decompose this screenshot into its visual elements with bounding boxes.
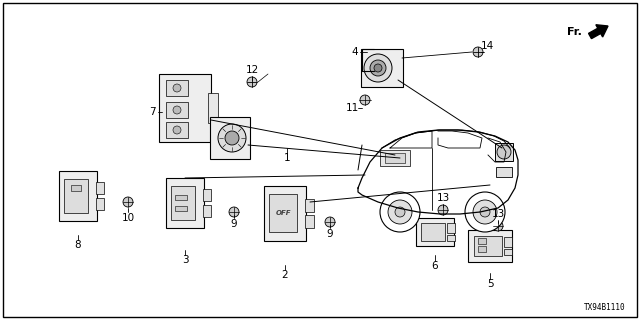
Circle shape	[388, 200, 412, 224]
Bar	[264, 186, 306, 241]
Text: 7: 7	[148, 107, 156, 117]
Bar	[496, 167, 512, 177]
Circle shape	[360, 95, 370, 105]
Circle shape	[438, 205, 448, 215]
Text: 5: 5	[486, 279, 493, 289]
Bar	[447, 235, 455, 241]
Bar	[166, 80, 188, 96]
Bar	[166, 122, 188, 138]
Text: 9: 9	[230, 219, 237, 229]
Bar	[71, 185, 81, 191]
Text: 8: 8	[75, 240, 81, 250]
Circle shape	[247, 77, 257, 87]
Text: 13: 13	[492, 209, 504, 219]
Bar	[203, 189, 211, 201]
Bar	[64, 179, 88, 213]
Text: Fr.: Fr.	[567, 27, 582, 37]
Bar	[208, 93, 218, 123]
Circle shape	[229, 207, 239, 217]
Bar	[59, 171, 97, 221]
Bar	[96, 182, 104, 194]
Circle shape	[370, 60, 386, 76]
Bar	[203, 205, 211, 217]
Circle shape	[364, 54, 392, 82]
Bar	[166, 102, 188, 118]
Text: 6: 6	[432, 261, 438, 271]
Text: 4: 4	[352, 47, 358, 57]
Circle shape	[480, 207, 490, 217]
Circle shape	[173, 126, 181, 134]
Text: 3: 3	[182, 255, 188, 265]
FancyArrow shape	[589, 25, 608, 39]
Bar	[166, 178, 204, 228]
Circle shape	[493, 221, 503, 231]
Bar	[380, 150, 410, 166]
Bar	[210, 117, 250, 159]
Bar	[269, 194, 297, 232]
Bar	[504, 249, 512, 255]
Bar	[175, 205, 187, 211]
Bar	[385, 153, 405, 163]
Bar	[305, 214, 314, 228]
Bar	[504, 237, 512, 247]
Circle shape	[173, 106, 181, 114]
Text: 11: 11	[346, 103, 358, 113]
Circle shape	[218, 124, 246, 152]
Text: 13: 13	[436, 193, 450, 203]
Bar	[421, 223, 445, 241]
Text: OFF: OFF	[275, 210, 291, 216]
Text: 9: 9	[326, 229, 333, 239]
Text: 10: 10	[122, 213, 134, 223]
Circle shape	[123, 197, 133, 207]
Text: TX94B1110: TX94B1110	[584, 303, 626, 312]
Bar	[447, 223, 455, 233]
Circle shape	[374, 64, 382, 72]
Bar	[474, 236, 502, 256]
Circle shape	[380, 192, 420, 232]
Bar	[171, 186, 195, 220]
Circle shape	[173, 84, 181, 92]
Bar	[305, 198, 314, 212]
Bar	[495, 143, 513, 161]
Circle shape	[497, 145, 511, 159]
Circle shape	[465, 192, 505, 232]
Circle shape	[325, 217, 335, 227]
Bar	[468, 230, 512, 262]
Bar	[159, 74, 211, 142]
Bar	[96, 198, 104, 210]
Text: 2: 2	[282, 270, 288, 280]
Circle shape	[473, 200, 497, 224]
Circle shape	[473, 47, 483, 57]
Circle shape	[225, 131, 239, 145]
Text: 14: 14	[481, 41, 493, 51]
Bar	[361, 49, 403, 87]
Text: 12: 12	[245, 65, 259, 75]
Bar	[175, 195, 187, 199]
Bar	[416, 218, 454, 246]
Text: 1: 1	[284, 153, 291, 163]
Circle shape	[395, 207, 405, 217]
Bar	[478, 238, 486, 244]
Bar	[478, 246, 486, 252]
